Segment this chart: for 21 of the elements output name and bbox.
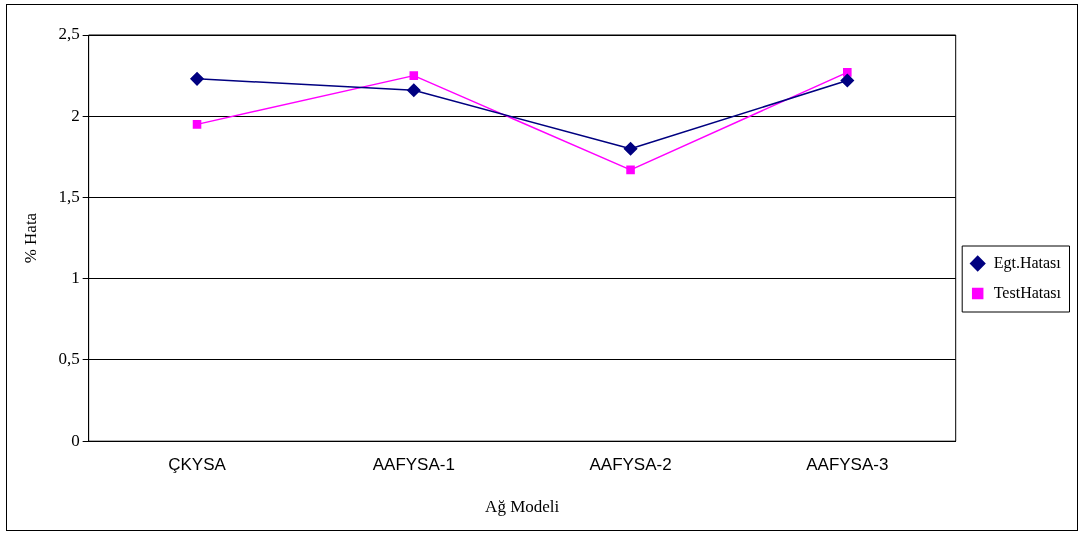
point — [190, 72, 204, 86]
point — [407, 83, 421, 97]
y-tick-label: 2,5 — [58, 24, 80, 44]
y-tick-label: 1,5 — [58, 186, 80, 206]
y-tick-label: 0 — [71, 430, 80, 450]
legend-label: Egt.Hatası — [993, 253, 1062, 272]
point — [840, 73, 855, 88]
point — [626, 165, 635, 175]
x-tick-label: ÇKYSA — [168, 455, 227, 475]
x-tick-label: AAFYSA-1 — [372, 455, 455, 475]
point — [192, 120, 202, 129]
y-axis-title: % Hata — [20, 212, 40, 264]
point — [623, 141, 638, 156]
y-tick-label: 0,5 — [58, 349, 80, 369]
point — [409, 71, 419, 80]
x-axis-title: Ağ Modeli — [485, 497, 560, 517]
y-tick-label: 1 — [71, 268, 80, 288]
x-tick-label: AAFYSA-2 — [589, 455, 672, 475]
x-tick-label: AAFYSA-3 — [806, 455, 889, 475]
y-tick-label: 2 — [71, 105, 80, 125]
legend-label: TestHatası — [993, 283, 1062, 301]
